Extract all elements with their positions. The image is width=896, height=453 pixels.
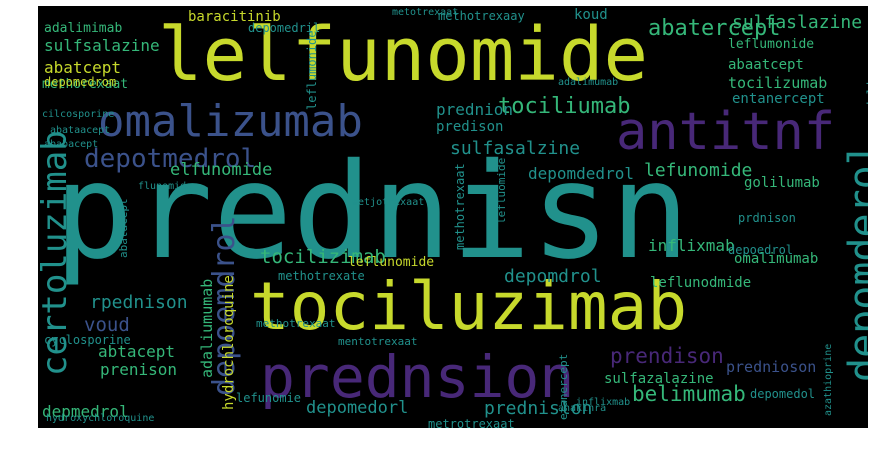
word: tocilizumab: [728, 74, 828, 92]
word: depomdedrol: [528, 164, 634, 183]
word: sulfaslazine: [732, 12, 863, 33]
word: adaliumumab: [198, 278, 216, 378]
word: tociluzimab: [250, 268, 688, 345]
word: koud: [574, 7, 608, 23]
word: leflunomide: [348, 255, 435, 270]
word: lefunomide: [644, 160, 753, 181]
word: tocilizimab: [260, 246, 386, 268]
word: prednioson: [726, 358, 817, 376]
word: depomedol: [750, 387, 816, 401]
word: abatacept: [117, 198, 130, 258]
word: omalimumab: [734, 251, 819, 267]
word: leflunodmide: [650, 275, 752, 291]
word: metjotrexaat: [352, 197, 425, 208]
word: depomderol: [841, 141, 868, 382]
word: sulfazalazine: [604, 371, 714, 387]
word: depotmedrol: [84, 144, 257, 174]
word: prendison: [610, 344, 724, 368]
word: golilumab: [744, 175, 820, 191]
word: omalizumab: [98, 96, 363, 147]
word: prednisn: [54, 135, 690, 289]
word: depomedril: [248, 21, 321, 35]
word: prednislon: [484, 398, 593, 419]
word: rpednison: [90, 292, 188, 313]
word: adalimunon: [865, 43, 868, 116]
word: metotrexaat: [392, 7, 459, 18]
word: depomdrol: [504, 266, 602, 287]
word-cloud: prednisn lelfunomide tociluzimab prednsi…: [38, 6, 868, 428]
word: methotrexaat: [256, 317, 336, 330]
word: inflixmab: [576, 397, 631, 408]
word: belimumab: [632, 382, 746, 406]
word: methotrexate: [278, 269, 365, 283]
word: sulfasalzine: [450, 138, 581, 159]
word: sulfsalazine: [44, 36, 160, 55]
word: voud: [84, 314, 130, 336]
word: cilcosporine: [42, 109, 115, 120]
word: abataacept: [50, 125, 111, 136]
word: entanercept: [732, 91, 825, 107]
word: leflumonide: [728, 37, 815, 52]
word: leflumonide: [305, 30, 319, 110]
word: abatcept: [44, 58, 122, 77]
word: prenison: [100, 360, 178, 379]
word: predison: [436, 119, 504, 135]
word: mentotrexaat: [338, 335, 418, 348]
word: inflixmab: [648, 236, 735, 255]
word: prednsion: [260, 343, 575, 411]
word: prdnison: [738, 211, 796, 225]
word: azathioprine: [823, 343, 834, 416]
word: methotrexaat: [453, 163, 467, 250]
word: metrotrexaat: [428, 417, 515, 428]
word: prednion: [436, 100, 514, 119]
word: adalimumab: [558, 77, 619, 88]
word: depomedrom: [44, 75, 117, 89]
word: hydrochloroquine: [221, 275, 237, 410]
word: ababacept: [44, 139, 99, 150]
word: depmedrol: [42, 402, 129, 421]
word: methorexaat: [42, 77, 129, 92]
word: abatercept: [648, 16, 781, 41]
word: hydroxychloroquine: [46, 413, 155, 424]
word: baracitinib: [188, 9, 281, 25]
word: cyclosporine: [44, 333, 131, 347]
word: adalimimab: [44, 21, 123, 36]
word: anakinra: [558, 403, 607, 414]
word: tociliumab: [498, 94, 631, 119]
word: antitnf: [616, 102, 836, 162]
word: lefunomie: [236, 391, 302, 405]
word: elfunomide: [170, 160, 273, 180]
word: flunomide: [138, 181, 193, 192]
word: methotrexaay: [438, 9, 525, 23]
word: depoedrol: [728, 243, 794, 257]
word: abtacept: [98, 342, 176, 361]
word: depomedorl: [306, 398, 409, 418]
word: abaatcept: [728, 57, 804, 73]
word: lefluomide: [495, 157, 508, 224]
word: lelfunomide: [158, 12, 649, 98]
